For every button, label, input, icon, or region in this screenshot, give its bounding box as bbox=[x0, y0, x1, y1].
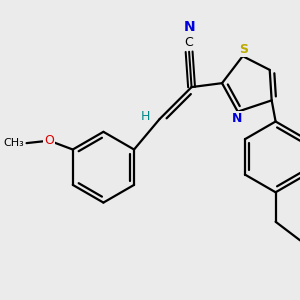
Text: O: O bbox=[44, 134, 54, 147]
Text: S: S bbox=[239, 43, 248, 56]
Text: CH₃: CH₃ bbox=[3, 138, 24, 148]
Text: H: H bbox=[141, 110, 151, 123]
Text: N: N bbox=[232, 112, 242, 125]
Text: N: N bbox=[183, 20, 195, 34]
Text: C: C bbox=[185, 36, 194, 50]
